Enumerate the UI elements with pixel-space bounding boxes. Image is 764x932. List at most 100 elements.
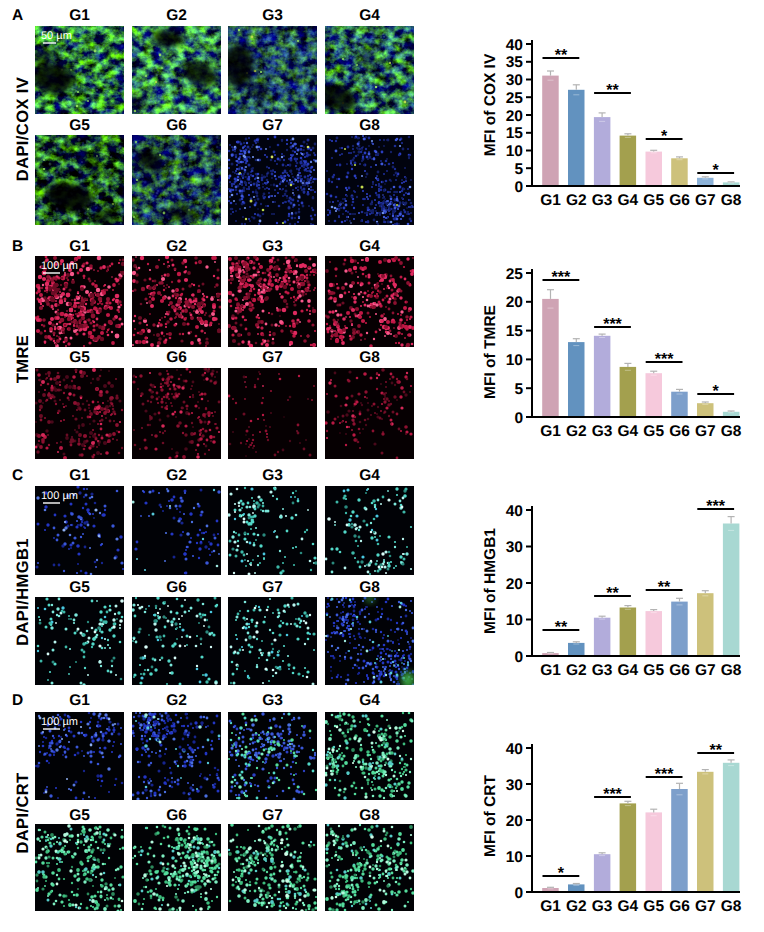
svg-text:0: 0 [514, 179, 523, 196]
svg-text:MFI of HMGB1: MFI of HMGB1 [482, 528, 499, 634]
svg-text:20: 20 [506, 108, 523, 125]
svg-text:25: 25 [506, 266, 524, 283]
svg-text:G7: G7 [695, 898, 716, 915]
svg-text:G2: G2 [166, 467, 187, 484]
svg-text:**: ** [709, 742, 722, 759]
svg-text:15: 15 [506, 323, 524, 340]
svg-text:G3: G3 [262, 467, 283, 484]
svg-text:G6: G6 [166, 117, 187, 134]
svg-text:G2: G2 [166, 238, 187, 255]
svg-text:10: 10 [506, 143, 523, 160]
svg-text:25: 25 [506, 90, 524, 107]
svg-text:40: 40 [506, 37, 523, 54]
svg-text:G5: G5 [643, 662, 664, 679]
svg-text:B: B [12, 238, 23, 255]
svg-text:**: ** [555, 619, 568, 636]
svg-text:MFI of CRT: MFI of CRT [482, 775, 499, 857]
svg-text:100 µm: 100 µm [41, 490, 78, 502]
svg-text:G1: G1 [69, 7, 90, 24]
svg-text:5: 5 [514, 161, 523, 178]
svg-text:G3: G3 [262, 692, 283, 709]
svg-text:G4: G4 [359, 238, 380, 255]
svg-text:G1: G1 [69, 467, 90, 484]
svg-text:G2: G2 [166, 7, 187, 24]
svg-text:G1: G1 [540, 423, 561, 440]
svg-text:G5: G5 [69, 579, 90, 596]
svg-text:G5: G5 [643, 898, 664, 915]
svg-text:G4: G4 [618, 192, 639, 209]
svg-text:**: ** [658, 579, 671, 596]
svg-text:G6: G6 [166, 579, 187, 596]
svg-text:G6: G6 [166, 807, 187, 824]
svg-text:35: 35 [506, 54, 524, 71]
svg-text:10: 10 [506, 352, 523, 369]
svg-text:***: *** [655, 351, 674, 368]
svg-text:G6: G6 [166, 349, 187, 366]
svg-text:0: 0 [514, 649, 523, 666]
svg-text:G8: G8 [359, 579, 380, 596]
svg-text:40: 40 [506, 741, 523, 758]
svg-text:G8: G8 [721, 898, 742, 915]
svg-text:100 µm: 100 µm [41, 716, 78, 728]
svg-text:*: * [558, 865, 565, 882]
svg-text:G7: G7 [695, 192, 716, 209]
svg-text:G7: G7 [262, 117, 283, 134]
svg-text:G1: G1 [540, 898, 561, 915]
svg-text:G3: G3 [262, 7, 283, 24]
svg-text:A: A [12, 7, 23, 24]
svg-text:100 µm: 100 µm [41, 260, 78, 272]
svg-text:*: * [661, 128, 668, 145]
svg-text:G6: G6 [669, 662, 690, 679]
svg-text:30: 30 [506, 777, 523, 794]
svg-text:G1: G1 [540, 662, 561, 679]
svg-text:G8: G8 [721, 192, 742, 209]
svg-text:20: 20 [506, 294, 523, 311]
svg-text:G6: G6 [669, 192, 690, 209]
svg-text:G2: G2 [566, 423, 587, 440]
svg-text:G5: G5 [69, 117, 90, 134]
svg-text:DAPI/HMGB1: DAPI/HMGB1 [14, 538, 32, 646]
svg-text:G4: G4 [618, 662, 639, 679]
svg-text:0: 0 [514, 885, 523, 902]
svg-text:G5: G5 [69, 349, 90, 366]
svg-text:DAPI/CRT: DAPI/CRT [14, 772, 32, 853]
svg-text:G3: G3 [592, 423, 613, 440]
svg-text:G7: G7 [695, 423, 716, 440]
svg-text:G5: G5 [643, 192, 664, 209]
svg-text:*: * [713, 162, 720, 179]
svg-text:G4: G4 [359, 467, 380, 484]
svg-text:G2: G2 [166, 692, 187, 709]
svg-text:G8: G8 [359, 349, 380, 366]
svg-text:10: 10 [506, 849, 523, 866]
svg-text:20: 20 [506, 813, 523, 830]
svg-text:G3: G3 [262, 238, 283, 255]
svg-text:50 µm: 50 µm [41, 30, 72, 42]
svg-text:G7: G7 [262, 807, 283, 824]
svg-text:MFI of TMRE: MFI of TMRE [482, 305, 499, 399]
svg-text:G8: G8 [721, 662, 742, 679]
svg-text:DAPI/COX IV: DAPI/COX IV [14, 77, 32, 181]
svg-text:***: *** [603, 786, 622, 803]
svg-text:G1: G1 [540, 192, 561, 209]
svg-text:G7: G7 [262, 579, 283, 596]
svg-text:***: *** [603, 316, 622, 333]
svg-text:***: *** [552, 269, 571, 286]
svg-text:40: 40 [506, 503, 523, 520]
svg-text:G7: G7 [695, 662, 716, 679]
svg-text:*: * [713, 383, 720, 400]
svg-text:30: 30 [506, 539, 523, 556]
svg-text:G4: G4 [359, 692, 380, 709]
svg-text:G6: G6 [669, 423, 690, 440]
svg-text:G3: G3 [592, 662, 613, 679]
svg-text:20: 20 [506, 576, 523, 593]
svg-text:G3: G3 [592, 192, 613, 209]
svg-text:G7: G7 [262, 349, 283, 366]
svg-text:G8: G8 [359, 117, 380, 134]
svg-text:5: 5 [514, 381, 523, 398]
svg-text:G1: G1 [69, 238, 90, 255]
svg-text:G4: G4 [618, 898, 639, 915]
svg-text:G8: G8 [721, 423, 742, 440]
svg-text:G4: G4 [359, 7, 380, 24]
svg-text:**: ** [555, 47, 568, 64]
svg-text:G5: G5 [643, 423, 664, 440]
